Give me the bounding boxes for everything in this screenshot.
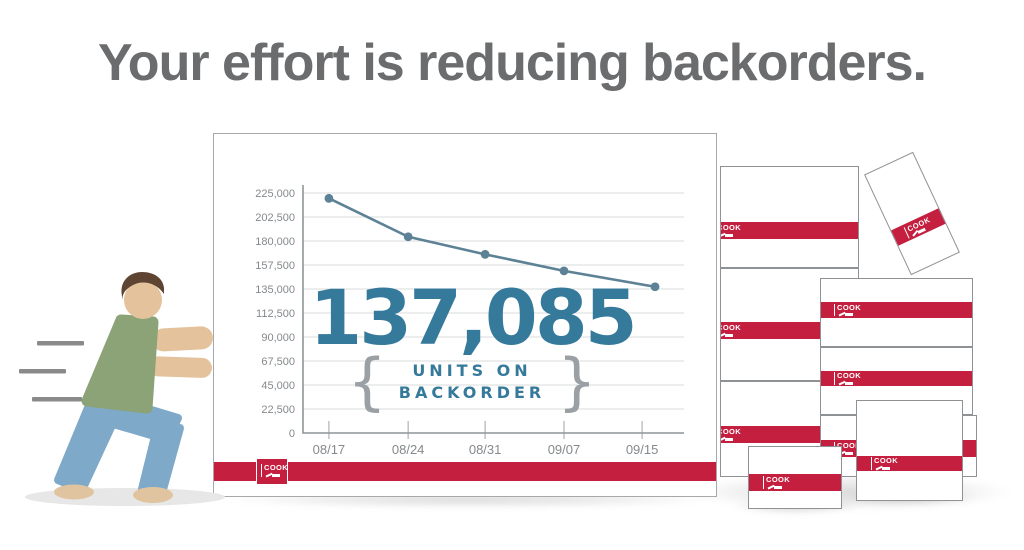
- box-red-stripe: COOK: [821, 302, 972, 318]
- cook-logo: COOK: [721, 324, 741, 337]
- cook-swoosh-icon: [838, 450, 861, 455]
- x-axis-label: 08/24: [392, 442, 425, 456]
- y-axis-label: 45,000: [261, 380, 295, 392]
- cook-logo: COOK: [261, 464, 288, 477]
- cook-swoosh-icon: [767, 484, 790, 489]
- y-axis-label: 225,000: [255, 188, 295, 200]
- y-axis-label: 135,000: [255, 284, 295, 296]
- cook-logo: COOK: [721, 224, 741, 237]
- y-axis-label: 112,500: [256, 308, 295, 320]
- cook-box-front-small: COOK: [748, 446, 842, 509]
- cook-label-badge: COOK: [256, 458, 288, 485]
- units-on-backorder-callout: { UNITS ON BACKORDER }: [272, 345, 672, 418]
- cook-logo: COOK: [834, 372, 861, 385]
- y-axis-label: 67,500: [261, 356, 295, 368]
- backorder-count: 137,085: [309, 273, 637, 362]
- card-red-stripe: [214, 462, 716, 481]
- data-point: [403, 232, 413, 242]
- cook-logo: COOK: [721, 428, 741, 441]
- person-hair: [121, 272, 164, 300]
- cook-swoosh-icon: [838, 312, 861, 317]
- person-pushing-illustration: [19, 272, 225, 506]
- cook-box-front-right: COOK: [856, 400, 963, 501]
- cook-box-mid-top: COOK: [820, 278, 973, 347]
- x-axis-label: 09/15: [626, 442, 659, 456]
- axes: [302, 185, 684, 434]
- backorder-line-chart: 225,000 202,500 180,000 157,500 135,000 112,5…: [255, 185, 684, 456]
- cook-logo: COOK: [834, 303, 861, 317]
- cook-swoosh-icon: [721, 232, 741, 237]
- person-upper-arm: [152, 326, 213, 352]
- callout-text: UNITS ON BACKORDER: [398, 361, 546, 403]
- person-head: [124, 281, 162, 319]
- person-front-shoe: [133, 487, 173, 503]
- y-axis-label: 90,000: [261, 332, 295, 344]
- cook-logo: COOK: [871, 457, 898, 470]
- cook-swoosh-icon: [721, 436, 741, 441]
- y-axis-label: 157,500: [255, 260, 295, 272]
- box-red-stripe: COOK: [749, 474, 841, 491]
- cook-swoosh-icon: [875, 465, 898, 470]
- person-lower-arm: [147, 356, 212, 378]
- x-axis-label: 08/31: [469, 442, 502, 456]
- left-brace: {: [347, 345, 387, 418]
- data-point: [650, 282, 660, 292]
- x-axis-label: 09/07: [548, 442, 581, 456]
- cook-swoosh-icon: [721, 332, 741, 337]
- y-axis-label: 202,500: [255, 212, 295, 224]
- headline: Your effort is reducing backorders.: [97, 34, 927, 92]
- cook-box-tilted: COOK: [864, 151, 960, 276]
- cook-logo: COOK: [763, 476, 790, 489]
- cook-swoosh-icon: [265, 472, 288, 477]
- right-brace: }: [557, 345, 597, 418]
- person-back-shoe: [54, 484, 94, 500]
- speed-lines: [19, 341, 84, 402]
- data-point: [559, 266, 569, 276]
- x-axis-label: 08/17: [313, 442, 346, 456]
- box-red-stripe: COOK: [821, 371, 972, 386]
- y-axis-label: 0: [289, 428, 295, 440]
- data-point: [480, 249, 490, 259]
- box-red-stripe: COOK: [721, 222, 858, 239]
- box-red-stripe: COOK: [857, 456, 962, 471]
- cook-logo: COOK: [903, 215, 934, 239]
- data-point: [324, 193, 334, 203]
- person-torso: [81, 314, 159, 414]
- box-red-stripe: COOK: [891, 208, 946, 246]
- cook-swoosh-icon: [838, 380, 861, 385]
- y-axis-label: 180,000: [255, 236, 295, 248]
- backorder-chart-card: 225,000 202,500 180,000 157,500 135,000 112,5…: [213, 133, 717, 497]
- cook-box-back-top: COOK: [720, 166, 859, 268]
- y-axis-label: 22,500: [261, 404, 295, 416]
